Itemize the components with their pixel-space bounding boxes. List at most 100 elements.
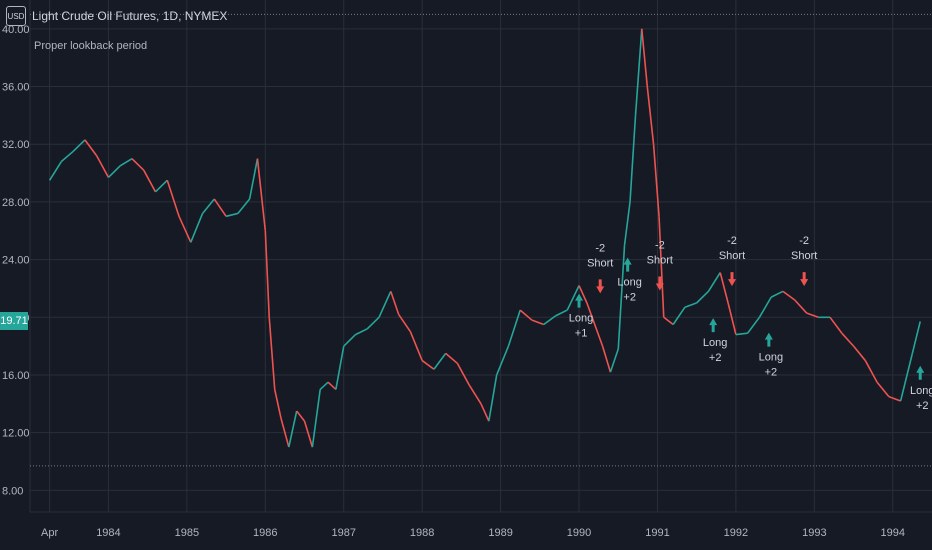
symbol-title[interactable]: Light Crude Oil Futures, 1D, NYMEX: [32, 9, 228, 23]
short-signal: -2 Short: [791, 235, 817, 287]
price-segment: [829, 316, 843, 334]
price-segment: [445, 352, 458, 365]
x-tick-label: 1988: [410, 527, 434, 539]
price-segment: [543, 315, 556, 326]
chart-header: USD Light Crude Oil Futures, 1D, NYMEX: [6, 6, 227, 26]
price-segment: [119, 157, 133, 167]
signal-label: -2: [727, 235, 737, 247]
price-segment: [911, 321, 922, 354]
price-segment: [311, 389, 322, 448]
signal-label: Short: [791, 250, 817, 262]
price-segment: [634, 28, 643, 116]
y-tick-label: 32.00: [2, 139, 30, 151]
arrow-down-icon: [800, 272, 809, 287]
signal-label: +1: [575, 328, 588, 340]
y-tick-label: 36.00: [2, 82, 30, 94]
price-segment: [225, 212, 239, 218]
arrow-up-icon: [764, 332, 773, 347]
price-segment: [280, 418, 290, 448]
price-segment: [519, 309, 533, 321]
x-tick-label: 1991: [645, 527, 669, 539]
price-segment: [456, 363, 470, 386]
price-segment: [707, 272, 721, 292]
price-segment: [433, 352, 447, 370]
x-tick-label: 1986: [253, 527, 277, 539]
arrow-down-icon: [727, 272, 736, 287]
arrow-down-icon: [596, 279, 605, 294]
price-segment: [319, 381, 329, 390]
indicator-label[interactable]: Proper lookback period: [34, 40, 148, 52]
price-segment: [652, 144, 660, 217]
y-tick-label: 24.00: [2, 255, 30, 267]
price-segment: [488, 374, 498, 422]
price-segment: [507, 309, 521, 347]
price-segment: [327, 381, 337, 390]
price-segment: [248, 158, 259, 200]
currency-badge[interactable]: USD: [6, 6, 26, 26]
y-tick-label: 16.00: [2, 370, 30, 382]
long-signal: Long +2: [759, 332, 783, 379]
short-signal: -2 Short: [719, 235, 745, 287]
long-signal: Long +2: [703, 318, 727, 364]
price-segment: [273, 389, 282, 419]
price-segment: [758, 296, 772, 318]
signal-label: Short: [719, 250, 745, 262]
price-segment: [468, 384, 482, 405]
price-segment: [378, 291, 392, 318]
signal-label: Long: [759, 352, 783, 364]
price-segment: [131, 158, 145, 171]
price-segment: [782, 290, 796, 301]
signal-label: -2: [655, 239, 665, 251]
price-segment: [629, 115, 637, 202]
price-segment: [531, 319, 545, 326]
price-segment: [296, 410, 306, 422]
x-tick-label: 1984: [96, 527, 120, 539]
price-segment: [480, 403, 490, 422]
price-segment: [794, 299, 808, 314]
price-segment: [663, 316, 674, 326]
price-segment: [409, 331, 423, 361]
price-segment: [696, 290, 710, 304]
price-segment: [586, 302, 596, 325]
price-segment: [154, 179, 168, 193]
price-segment: [390, 291, 400, 315]
price-segment: [640, 28, 649, 87]
x-tick-label: 1993: [802, 527, 826, 539]
price-segment: [366, 316, 380, 330]
price-segment: [107, 165, 121, 178]
price-segment: [593, 324, 604, 347]
x-tick-label: 1985: [175, 527, 199, 539]
price-segment: [658, 216, 665, 318]
price-segment: [609, 348, 620, 373]
price-segment: [899, 353, 914, 402]
price-segment: [646, 86, 655, 145]
price-segment: [747, 316, 761, 334]
long-signal: Long +2: [910, 365, 932, 412]
x-tick-label: 1992: [724, 527, 748, 539]
price-segment: [852, 345, 866, 362]
long-signal: Long +1: [569, 293, 593, 340]
price-segment: [178, 216, 192, 243]
price-segment: [335, 345, 345, 390]
signal-label: +2: [623, 292, 636, 304]
signal-label: Long: [703, 337, 727, 349]
short-signal: -2 Short: [587, 242, 613, 294]
price-segment: [864, 360, 878, 383]
price-segment: [623, 201, 631, 246]
price-segment: [213, 198, 227, 217]
y-tick-label: 28.00: [2, 197, 30, 209]
price-segment: [237, 198, 251, 214]
price-segment: [684, 302, 697, 308]
signal-label: Short: [587, 257, 613, 269]
x-tick-label: 1989: [488, 527, 512, 539]
long-signal: Long +2: [617, 257, 642, 304]
signal-label: -2: [595, 242, 605, 254]
signal-label: -2: [799, 235, 809, 247]
price-segment: [355, 328, 368, 336]
price-segment: [397, 313, 412, 333]
price-segment: [876, 381, 890, 398]
last-price-badge: 19.71: [0, 312, 28, 331]
price-segment: [566, 285, 580, 311]
